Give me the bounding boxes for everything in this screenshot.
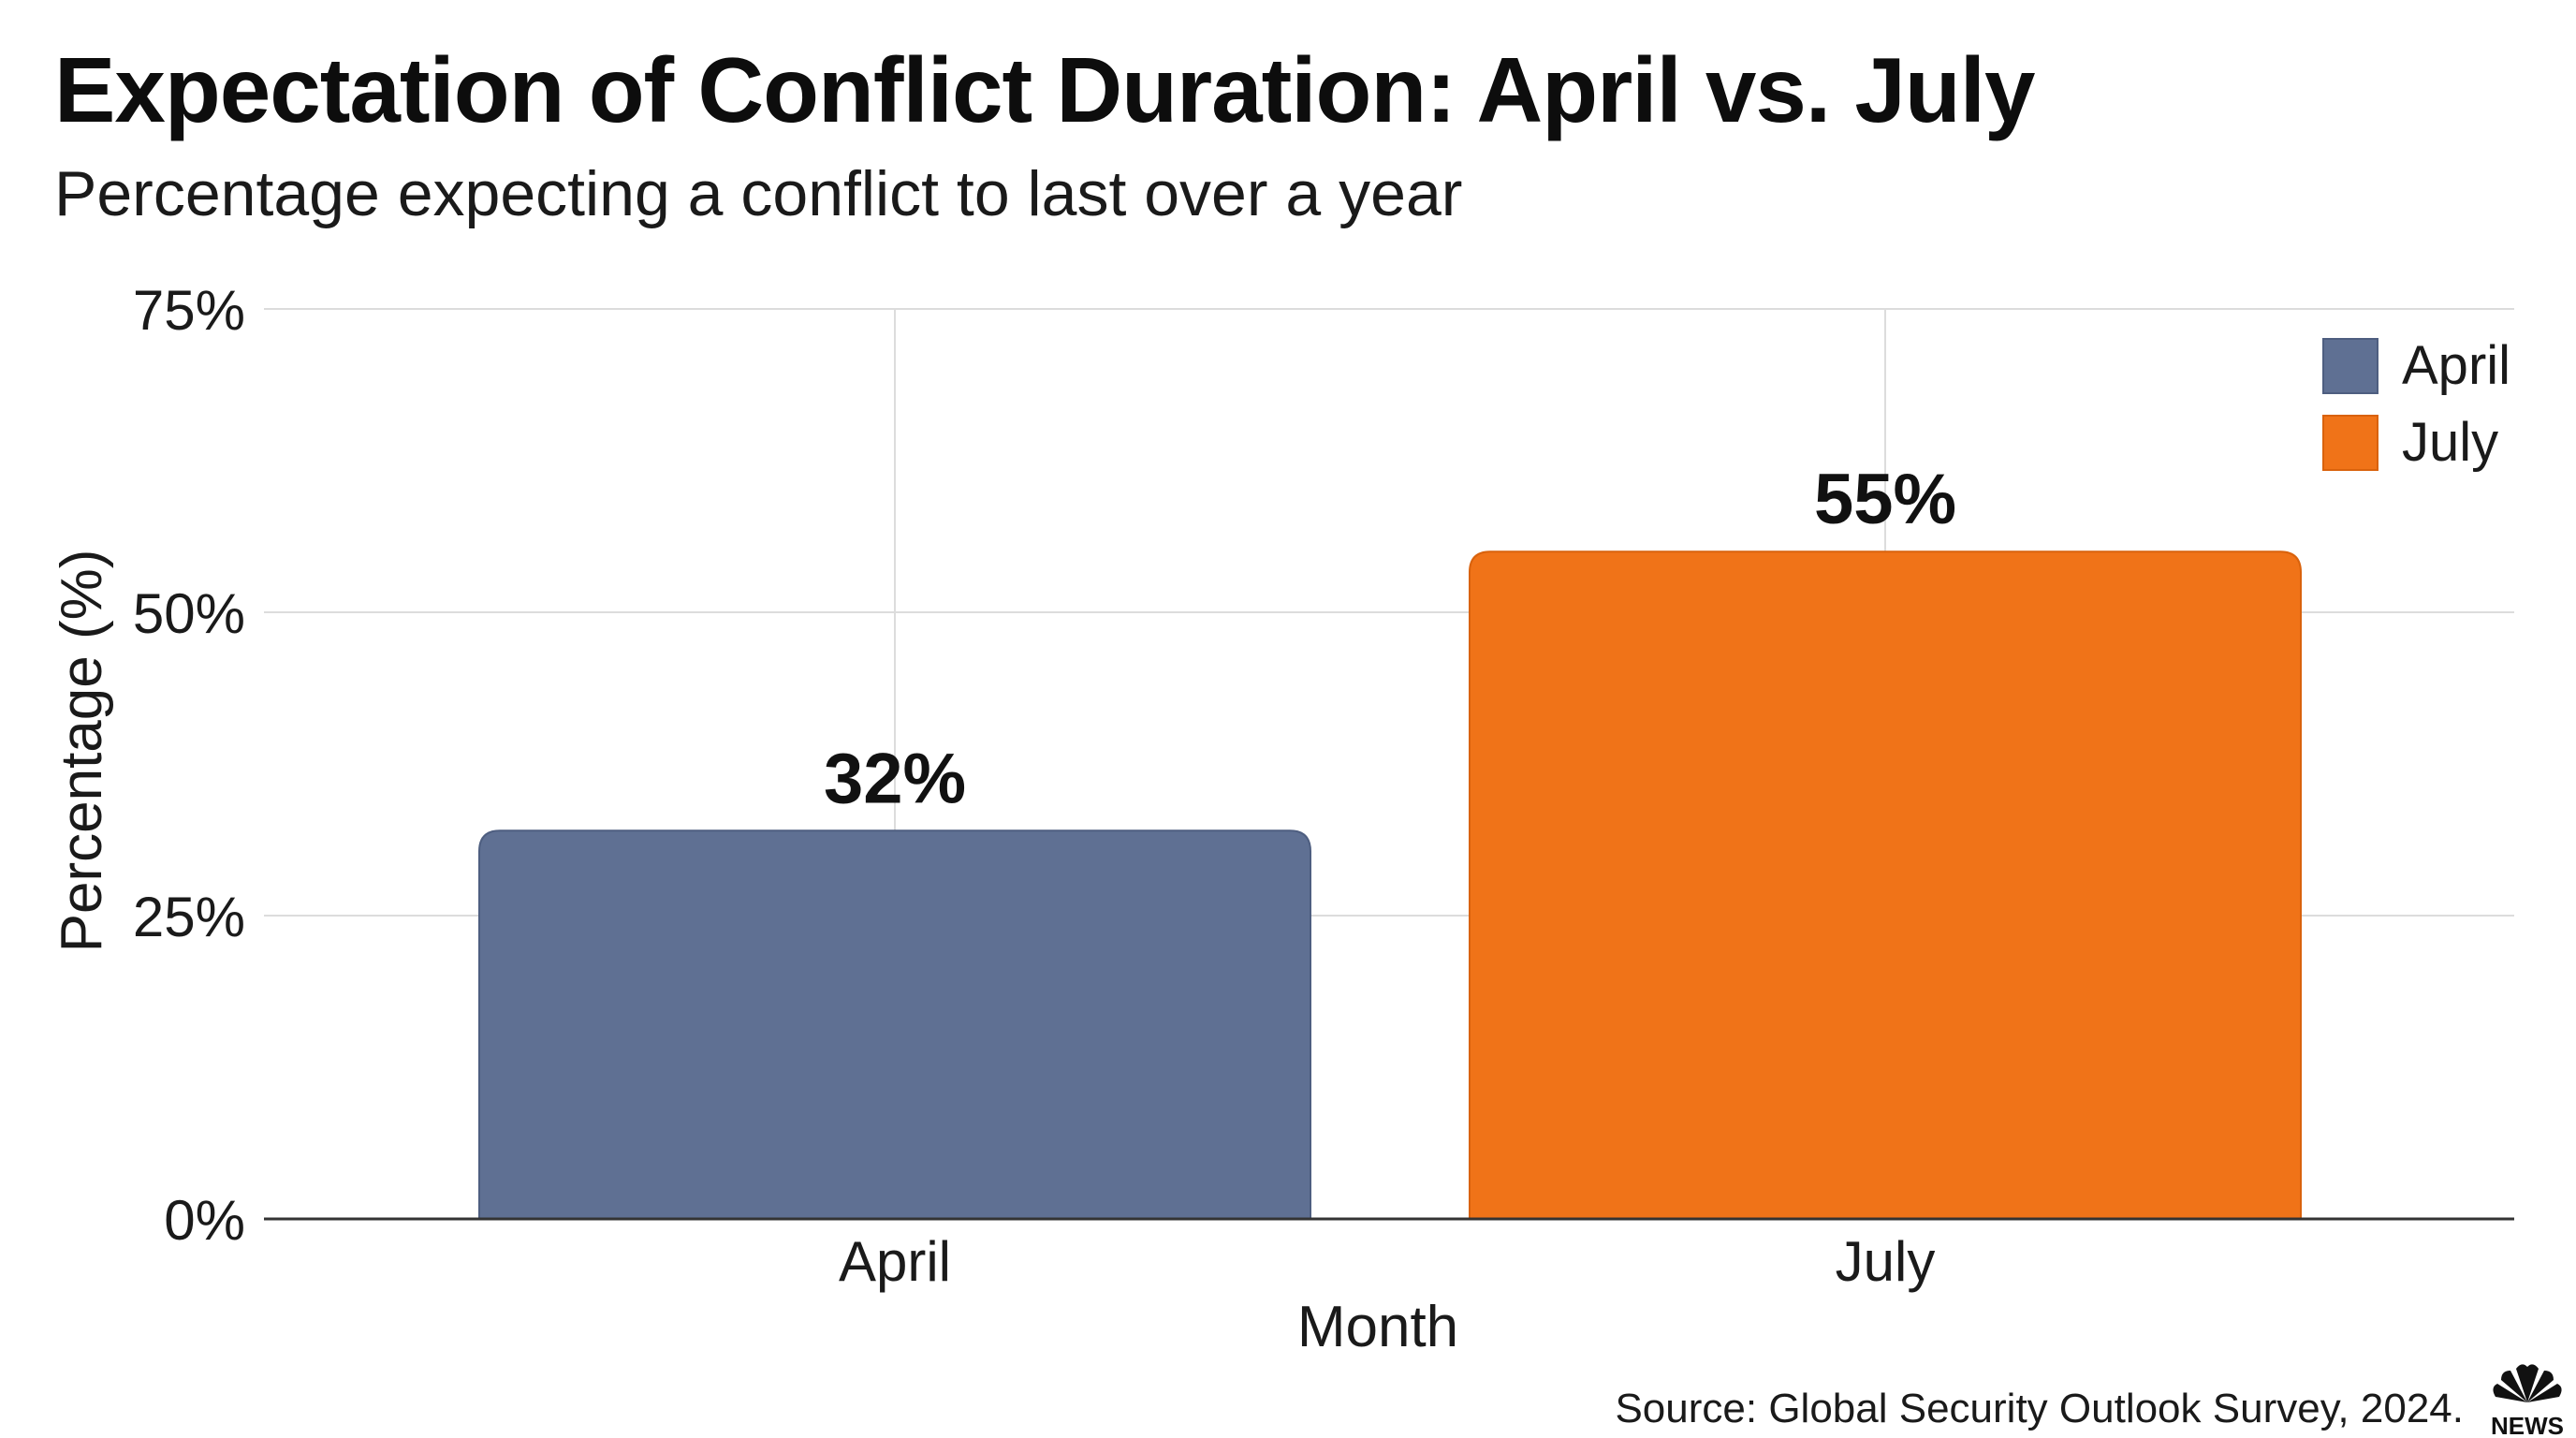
y-tick-label: 25%: [133, 886, 245, 948]
legend-label: April: [2402, 335, 2510, 396]
data-label: 55%: [1814, 460, 1956, 539]
x-tick-label: July: [1836, 1230, 1936, 1293]
chart-subtitle: Percentage expecting a conflict to last …: [54, 158, 1463, 229]
bar-april: [478, 829, 1311, 1220]
nbc-peacock-icon: NEWS: [2491, 1364, 2564, 1438]
legend-label: July: [2402, 412, 2498, 473]
y-axis-title: Percentage (%): [50, 550, 114, 953]
bar-july: [1469, 550, 2302, 1220]
logo-wordmark: NEWS: [2491, 1412, 2564, 1438]
x-tick-label: April: [839, 1230, 951, 1293]
axes: 0% 25% 50% 75% April July Month Percentage (%): [50, 279, 2514, 1359]
y-tick-label: 0%: [164, 1189, 245, 1252]
chart-title: Expectation of Conflict Duration: April …: [54, 38, 2035, 141]
source-note: Source: Global Security Outlook Survey, …: [1615, 1386, 2464, 1431]
data-labels: 32% 55%: [824, 460, 1956, 818]
data-label: 32%: [824, 739, 966, 818]
legend-swatch-july: [2322, 415, 2378, 471]
x-axis-title: Month: [1297, 1295, 1458, 1359]
y-tick-label: 75%: [133, 279, 245, 342]
y-tick-label: 50%: [133, 582, 245, 645]
legend: April July: [2322, 335, 2510, 473]
legend-swatch-april: [2322, 338, 2378, 394]
bars: [478, 550, 2302, 1220]
